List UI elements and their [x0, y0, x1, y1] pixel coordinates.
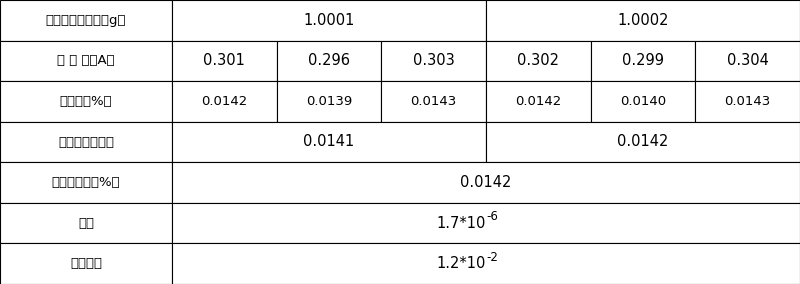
- Bar: [486, 0, 800, 41]
- Bar: [486, 122, 800, 162]
- Bar: [277, 81, 382, 122]
- Text: 总体平均值（%）: 总体平均值（%）: [52, 176, 120, 189]
- Text: 0.296: 0.296: [308, 53, 350, 68]
- Bar: [486, 41, 590, 81]
- Bar: [172, 203, 800, 243]
- Bar: [172, 243, 800, 284]
- Text: 1.0001: 1.0001: [303, 13, 354, 28]
- Text: 0.0139: 0.0139: [306, 95, 352, 108]
- Bar: [382, 81, 486, 122]
- Bar: [0, 81, 172, 122]
- Text: 0.304: 0.304: [726, 53, 769, 68]
- Bar: [172, 0, 486, 41]
- Text: 0.303: 0.303: [413, 53, 454, 68]
- Text: 石英砂样品质量（g）: 石英砂样品质量（g）: [46, 14, 126, 27]
- Text: 0.0142: 0.0142: [515, 95, 562, 108]
- Text: 0.299: 0.299: [622, 53, 664, 68]
- Bar: [172, 81, 277, 122]
- Bar: [0, 203, 172, 243]
- Text: 铁含量（%）: 铁含量（%）: [60, 95, 112, 108]
- Bar: [0, 162, 172, 203]
- Bar: [277, 41, 382, 81]
- Bar: [172, 41, 277, 81]
- Bar: [590, 41, 695, 81]
- Bar: [695, 81, 800, 122]
- Text: 0.0141: 0.0141: [303, 135, 354, 149]
- Text: 0.0142: 0.0142: [618, 135, 669, 149]
- Text: 0.0142: 0.0142: [460, 175, 512, 190]
- Text: 0.301: 0.301: [203, 53, 246, 68]
- Bar: [695, 41, 800, 81]
- Bar: [0, 122, 172, 162]
- Text: -6: -6: [486, 210, 498, 223]
- Text: 方差: 方差: [78, 217, 94, 230]
- Text: 0.302: 0.302: [518, 53, 559, 68]
- Bar: [0, 243, 172, 284]
- Text: 标准方差: 标准方差: [70, 257, 102, 270]
- Text: 1.2*10: 1.2*10: [437, 256, 486, 271]
- Text: 0.0140: 0.0140: [620, 95, 666, 108]
- Text: 每份样品平均值: 每份样品平均值: [58, 135, 114, 149]
- Text: 0.0143: 0.0143: [410, 95, 457, 108]
- Text: 1.0002: 1.0002: [618, 13, 669, 28]
- Bar: [590, 81, 695, 122]
- Text: 0.0142: 0.0142: [202, 95, 247, 108]
- Bar: [172, 162, 800, 203]
- Text: 1.7*10: 1.7*10: [437, 216, 486, 231]
- Text: -2: -2: [486, 251, 498, 264]
- Bar: [0, 41, 172, 81]
- Bar: [0, 0, 172, 41]
- Bar: [172, 122, 486, 162]
- Text: 0.0143: 0.0143: [725, 95, 770, 108]
- Text: 吸 光 度（A）: 吸 光 度（A）: [57, 54, 115, 67]
- Bar: [486, 81, 590, 122]
- Bar: [382, 41, 486, 81]
